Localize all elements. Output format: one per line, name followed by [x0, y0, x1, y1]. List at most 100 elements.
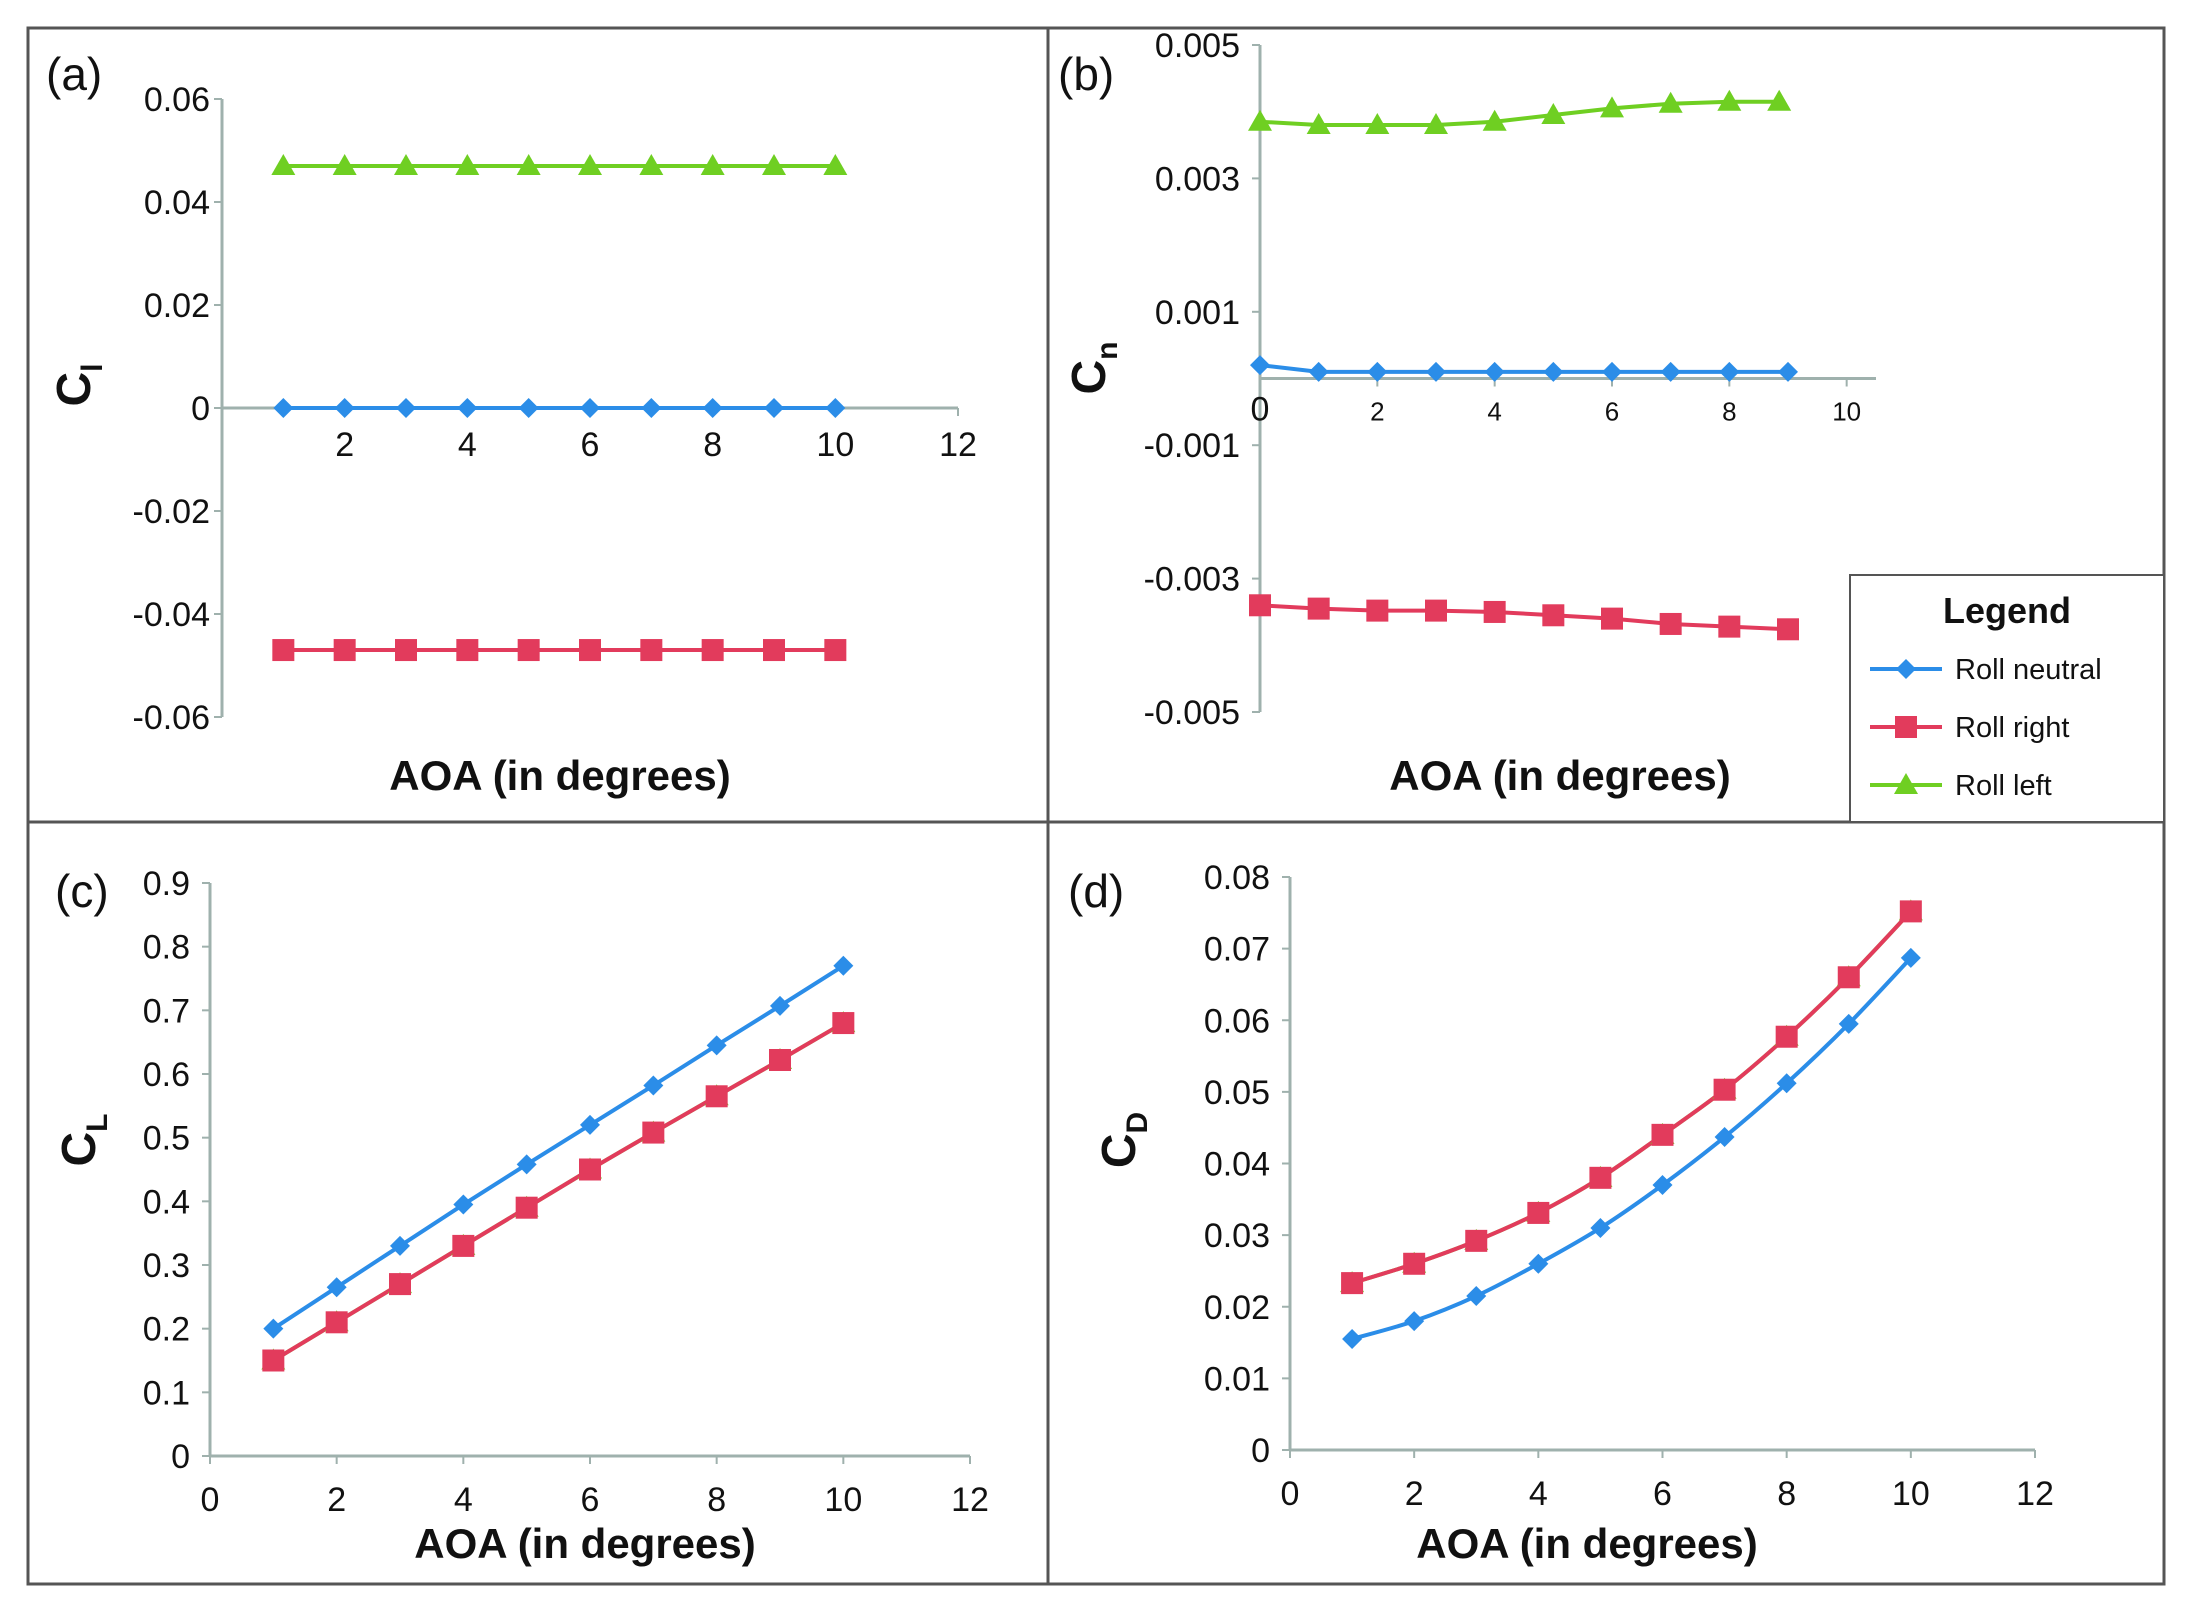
data-point-right: [1249, 594, 1271, 617]
data-point-neutral: [825, 398, 846, 418]
data-point-left: [1248, 109, 1272, 131]
data-point-left: [1365, 113, 1390, 135]
x-tick-label: 8: [1722, 397, 1736, 427]
data-point-neutral: [1778, 361, 1798, 382]
data-point-neutral: [457, 398, 478, 418]
data-point-neutral: [580, 398, 600, 418]
data-point-left: [700, 153, 725, 175]
y-axis-title-subscript: D: [1121, 1112, 1154, 1134]
panel-label: (c): [55, 865, 109, 917]
x-tick-label: 0: [201, 1481, 220, 1519]
series-neutral: [1259, 363, 1788, 374]
data-point-right: [1651, 1123, 1674, 1146]
data-point-right: [1465, 1229, 1488, 1252]
data-point-right: [705, 1085, 728, 1108]
series-line-right: [1259, 603, 1789, 632]
series-left: [1351, 910, 1913, 1286]
y-tick-label: 0.003: [1155, 160, 1240, 198]
y-tick-label: -0.003: [1144, 561, 1240, 599]
data-point-left: [271, 153, 296, 175]
data-point-right: [1837, 966, 1860, 989]
legend-label-neutral: Roll neutral: [1955, 654, 2102, 686]
panel-label: (a): [46, 48, 102, 100]
y-tick-label: 0.4: [143, 1183, 190, 1221]
y-tick-label: 0.03: [1204, 1217, 1270, 1255]
data-point-right: [515, 1196, 538, 1219]
data-point-neutral: [833, 955, 854, 976]
series-right: [1259, 603, 1789, 632]
x-axis-title: AOA (in degrees): [414, 1520, 756, 1567]
outer-border: [26, 26, 2166, 1586]
x-tick-label: 2: [1370, 397, 1384, 427]
data-point-left: [578, 153, 602, 175]
x-tick-label: 2: [335, 426, 354, 464]
data-point-neutral: [1466, 1286, 1487, 1307]
y-tick-label: 0.02: [144, 287, 210, 325]
y-tick-label: -0.04: [133, 596, 211, 634]
x-tick-label: 6: [1653, 1475, 1672, 1513]
legend-label-left: Roll left: [1955, 770, 2052, 802]
data-point-right: [272, 639, 295, 662]
data-point-right: [1777, 618, 1799, 641]
series-right: [272, 1021, 845, 1363]
data-point-left: [1482, 109, 1507, 131]
data-point-neutral: [1543, 361, 1564, 382]
y-tick-label: 0.7: [143, 992, 190, 1030]
legend-marker-right: [1895, 716, 1917, 738]
x-tick-label: 10: [1892, 1475, 1930, 1513]
data-point-right: [333, 639, 356, 662]
y-tick-label: -0.02: [133, 493, 211, 531]
series-line-right: [272, 1021, 845, 1363]
data-point-neutral: [1652, 1174, 1673, 1195]
y-tick-label: 0.3: [143, 1247, 190, 1285]
x-tick-label: 4: [458, 426, 477, 464]
y-tick-label: 0.001: [1155, 294, 1240, 332]
data-point-neutral: [1308, 361, 1329, 382]
data-point-right: [1899, 900, 1922, 923]
data-point-neutral: [396, 398, 416, 418]
y-tick-label: 0.05: [1204, 1074, 1270, 1112]
legend: Legend Roll neutral Roll right Roll left: [1849, 574, 2165, 823]
x-tick-label: 0: [1281, 1475, 1300, 1513]
data-point-right: [452, 1234, 475, 1257]
data-point-neutral: [334, 398, 355, 418]
data-point-neutral: [643, 1075, 664, 1096]
y-axis-title: CD: [1093, 1112, 1154, 1168]
data-point-neutral: [1404, 1311, 1425, 1332]
data-point-neutral: [1590, 1217, 1611, 1238]
data-point-neutral: [1342, 1328, 1363, 1349]
y-tick-label: 0: [171, 1438, 190, 1476]
data-point-right: [642, 1121, 665, 1144]
x-tick-label: 8: [1777, 1475, 1796, 1513]
data-point-right: [1718, 615, 1741, 638]
data-point-left: [1600, 96, 1624, 118]
series-right: [1351, 910, 1913, 1286]
x-tick-label: 4: [1487, 397, 1501, 427]
legend-label-right: Roll right: [1955, 712, 2069, 744]
y-tick-label: 0.8: [143, 929, 190, 967]
series-line-left: [1259, 99, 1780, 128]
y-tick-label: 0.04: [1204, 1146, 1270, 1184]
data-point-right: [1527, 1201, 1550, 1224]
data-point-right: [824, 639, 847, 662]
data-point-left: [516, 153, 541, 175]
x-tick-label: 6: [581, 426, 600, 464]
data-point-neutral: [702, 398, 723, 418]
data-point-right: [769, 1048, 791, 1071]
data-point-right: [832, 1012, 855, 1035]
y-axis-title-main: C: [1063, 360, 1116, 395]
data-point-neutral: [273, 398, 294, 418]
data-point-right: [517, 639, 540, 662]
y-tick-label: 0.005: [1155, 27, 1240, 65]
panel-borders: [26, 26, 2166, 1586]
data-point-right: [389, 1273, 411, 1296]
panel-c: (c) 0 0.1 0.2 0.3 0.4 0.5 0.6 0.7 0.8 0.9 0 2 4 6 8 10 12…: [53, 865, 989, 1567]
data-point-left: [394, 153, 418, 175]
x-tick-label: 8: [707, 1481, 726, 1519]
data-point-left: [1767, 89, 1792, 111]
data-point-right: [1542, 604, 1565, 627]
data-point-right: [701, 639, 724, 662]
y-tick-label: 0.04: [144, 184, 210, 222]
